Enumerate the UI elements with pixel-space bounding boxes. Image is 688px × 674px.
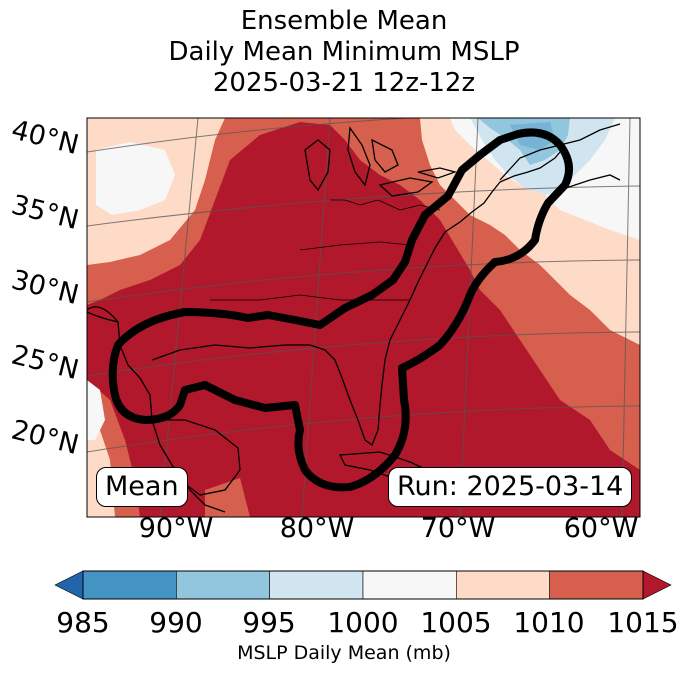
colorbar-tick-1010: 1010 xyxy=(513,606,585,639)
colorbar-bin-1000-1005 xyxy=(362,570,457,600)
colorbar-frame xyxy=(82,570,644,600)
colorbar-label: MSLP Daily Mean (mb) xyxy=(237,642,451,664)
lon-label-70: 70°W xyxy=(420,513,496,544)
longitude-line-70 xyxy=(459,118,479,517)
longitude-line-60 xyxy=(621,118,631,517)
lon-label-90: 90°W xyxy=(138,513,214,544)
colorbar-tick-1005: 1005 xyxy=(420,606,492,639)
latitude-line-30 xyxy=(87,259,640,303)
mean-box: Mean xyxy=(96,467,188,507)
colorbar-bin-1010-1015 xyxy=(549,570,644,600)
coastline-great-lakes xyxy=(304,126,458,197)
run-date-box: Run: 2025-03-14 xyxy=(388,467,633,507)
longitude-line-90 xyxy=(159,118,199,517)
colorbar-tick-995: 995 xyxy=(242,606,296,639)
ensemble-contour-outline xyxy=(108,128,573,492)
longitude-line-80 xyxy=(301,118,331,517)
colorbar-bin-985-990 xyxy=(82,570,177,600)
lon-label-60: 60°W xyxy=(563,513,639,544)
colorbar-tick-990: 990 xyxy=(149,606,203,639)
field-white-gulf-edge xyxy=(87,380,105,440)
colorbar-bin-995-1000 xyxy=(269,570,364,600)
title-line-2: Daily Mean Minimum MSLP xyxy=(168,37,520,67)
colorbar-tick-1015: 1015 xyxy=(607,606,679,639)
mexico-border xyxy=(87,306,119,323)
title-line-1: Ensemble Mean xyxy=(240,6,448,36)
field-white-west xyxy=(96,142,175,215)
state-borders xyxy=(210,199,441,301)
colorbar-bin-lt985 xyxy=(54,570,84,600)
field-medium-red-south xyxy=(205,478,250,517)
chart-title: Ensemble Mean Daily Mean Minimum MSLP 20… xyxy=(0,6,688,99)
colorbar-tick-1000: 1000 xyxy=(327,606,399,639)
latitude-line-40 xyxy=(87,118,417,153)
map-frame xyxy=(86,117,641,518)
colorbar-bin-gt1015 xyxy=(642,570,672,600)
latitude-line-25 xyxy=(87,331,640,377)
colorbar-tick-985: 985 xyxy=(56,606,110,639)
coastline-yucatan xyxy=(155,419,241,496)
colorbar-bin-1005-1010 xyxy=(456,570,550,600)
title-line-3: 2025-03-21 12z-12z xyxy=(212,68,476,98)
latitude-line-20 xyxy=(87,405,640,453)
field-blue xyxy=(478,118,570,165)
colorbar-bin-990-995 xyxy=(176,570,270,600)
lon-label-80: 80°W xyxy=(279,513,355,544)
